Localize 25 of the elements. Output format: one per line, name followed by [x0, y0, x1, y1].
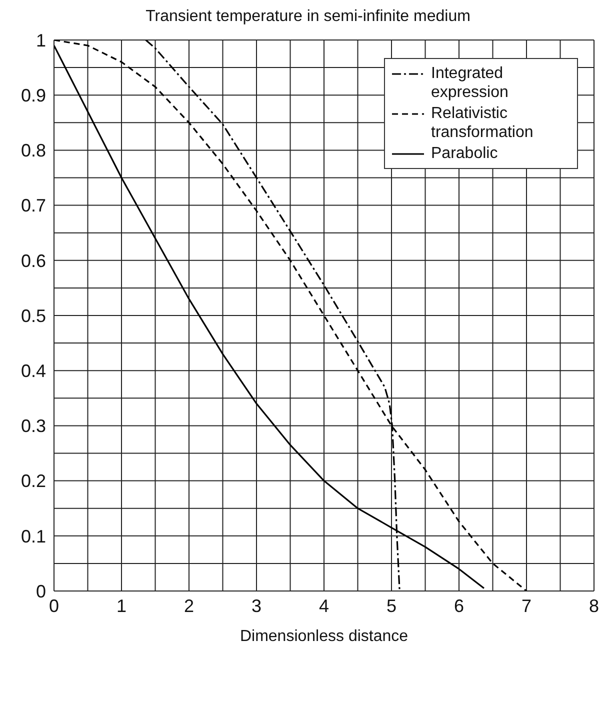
- x-tick-label: 3: [251, 596, 262, 616]
- y-tick-label: 0.3: [20, 416, 46, 436]
- y-tick-label: 0.9: [20, 85, 46, 106]
- x-tick-label: 8: [588, 596, 600, 616]
- x-tick-label: 1: [116, 596, 127, 616]
- y-tick-label: 0.4: [20, 360, 46, 381]
- x-tick-label: 2: [184, 596, 194, 616]
- legend-label: Integrated expression: [431, 64, 510, 102]
- y-tick-label: 1: [36, 30, 46, 50]
- y-tick-label: 0.5: [20, 306, 46, 326]
- legend-label: Parabolic: [431, 144, 498, 163]
- y-tick-label: 0.8: [20, 140, 46, 161]
- y-tick-label: 0.1: [20, 526, 46, 546]
- legend-label: Relativistic transformation: [431, 104, 534, 142]
- y-tick-label: 0.7: [20, 196, 46, 216]
- x-tick-label: 7: [521, 596, 532, 616]
- x-axis-title: Dimensionless distance: [240, 628, 408, 645]
- y-tick-label: 0.6: [20, 250, 46, 271]
- x-tick-label: 4: [318, 596, 330, 616]
- y-tick-label: 0: [36, 581, 46, 602]
- x-tick-label: 6: [454, 596, 464, 616]
- y-tick-label: 0.2: [20, 471, 46, 492]
- chart-title: Transient temperature in semi-infinite medium: [144, 8, 472, 27]
- x-tick-label: 5: [386, 596, 397, 616]
- x-tick-label: 0: [48, 596, 60, 616]
